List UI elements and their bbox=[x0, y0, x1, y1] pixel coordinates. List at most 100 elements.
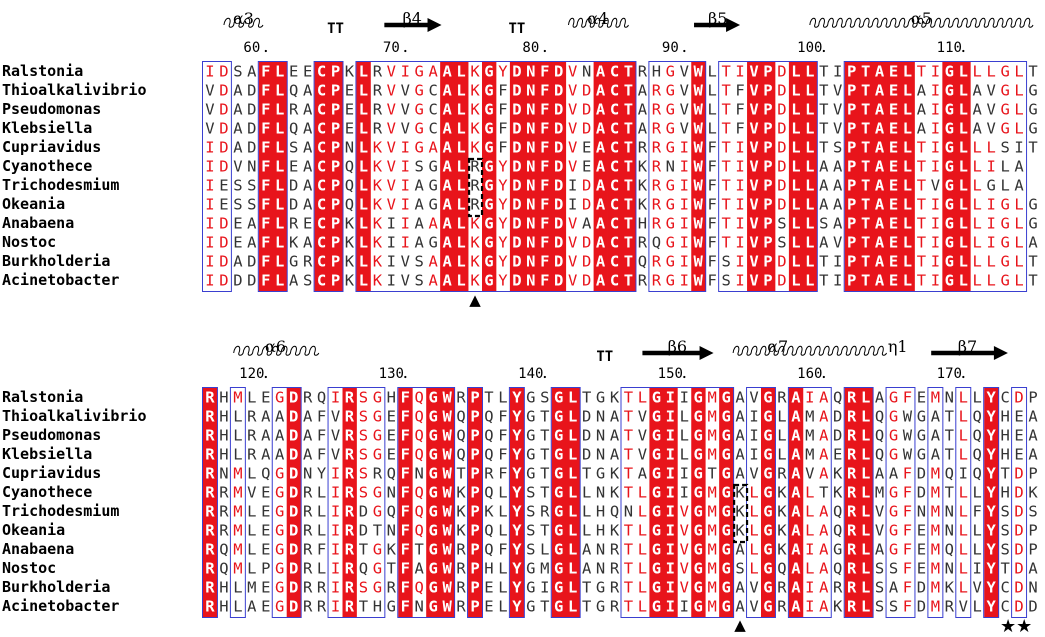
residue: I bbox=[1014, 139, 1023, 157]
tick-dot bbox=[264, 49, 267, 53]
species-label: Nostoc bbox=[2, 559, 56, 577]
residue: F bbox=[261, 234, 270, 252]
residue: G bbox=[429, 234, 438, 252]
residue: M bbox=[931, 389, 940, 407]
residue: G bbox=[945, 120, 954, 138]
residue: A bbox=[261, 446, 271, 464]
residue: I bbox=[735, 234, 744, 252]
residue: G bbox=[526, 579, 535, 597]
residue: P bbox=[261, 560, 270, 578]
residue: A bbox=[303, 139, 313, 157]
residue: L bbox=[987, 253, 996, 271]
residue: Y bbox=[512, 408, 522, 426]
residue: A bbox=[275, 408, 285, 426]
residue: M bbox=[233, 522, 242, 540]
residue: G bbox=[1000, 253, 1009, 271]
residue: Y bbox=[512, 389, 522, 407]
residue: L bbox=[456, 253, 465, 271]
residue: R bbox=[205, 560, 215, 578]
residue: D bbox=[582, 408, 591, 426]
residue: S bbox=[875, 560, 884, 578]
position-number: 130 bbox=[379, 366, 404, 382]
residue: G bbox=[484, 272, 493, 290]
residue: G bbox=[554, 541, 563, 559]
residue: T bbox=[624, 234, 633, 252]
residue: L bbox=[959, 63, 968, 81]
residue: D bbox=[582, 446, 591, 464]
residue: K bbox=[470, 82, 480, 100]
residue: M bbox=[233, 465, 242, 483]
residue: T bbox=[540, 598, 549, 616]
residue: I bbox=[833, 272, 842, 290]
residue: L bbox=[456, 234, 465, 252]
residue: Y bbox=[512, 579, 522, 597]
residue: G bbox=[484, 234, 493, 252]
residue: V bbox=[331, 427, 340, 445]
residue: E bbox=[261, 484, 270, 502]
residue: C bbox=[610, 139, 619, 157]
residue: P bbox=[331, 158, 340, 176]
residue: L bbox=[275, 253, 284, 271]
residue: G bbox=[763, 598, 772, 616]
residue: D bbox=[777, 101, 786, 119]
residue: N bbox=[596, 408, 605, 426]
residue: R bbox=[345, 560, 355, 578]
residue: P bbox=[763, 177, 772, 195]
residue: N bbox=[526, 177, 535, 195]
residue: G bbox=[429, 427, 438, 445]
residue: L bbox=[903, 215, 912, 233]
residue: I bbox=[666, 560, 675, 578]
residue: E bbox=[889, 272, 898, 290]
residue: L bbox=[973, 389, 982, 407]
residue: V bbox=[387, 82, 396, 100]
residue: A bbox=[735, 579, 745, 597]
residue: V bbox=[568, 120, 577, 138]
residue: I bbox=[205, 177, 214, 195]
residue: P bbox=[470, 427, 479, 445]
residue: F bbox=[540, 215, 549, 233]
residue: L bbox=[959, 177, 968, 195]
residue: I bbox=[805, 579, 814, 597]
residue: G bbox=[554, 389, 563, 407]
similarity-box bbox=[843, 61, 1028, 292]
residue: Q bbox=[219, 560, 228, 578]
conserved-column bbox=[482, 62, 497, 291]
residue: A bbox=[875, 234, 885, 252]
residue: I bbox=[331, 465, 340, 483]
residue: R bbox=[847, 522, 857, 540]
residue: A bbox=[875, 158, 885, 176]
residue: V bbox=[401, 120, 410, 138]
residue: D bbox=[512, 253, 521, 271]
similarity-box bbox=[271, 387, 302, 618]
residue: A bbox=[833, 196, 843, 214]
residue: F bbox=[401, 427, 410, 445]
residue: R bbox=[205, 598, 215, 616]
residue: T bbox=[624, 446, 633, 464]
residue: T bbox=[861, 63, 870, 81]
residue: G bbox=[721, 484, 730, 502]
residue: L bbox=[359, 120, 368, 138]
residue: E bbox=[233, 234, 242, 252]
residue: G bbox=[596, 579, 605, 597]
residue: A bbox=[638, 120, 648, 138]
residue: E bbox=[345, 120, 354, 138]
residue: E bbox=[387, 446, 396, 464]
position-number: 80 bbox=[522, 40, 539, 56]
residue: M bbox=[708, 522, 717, 540]
residue: G bbox=[889, 427, 898, 445]
residue: Y bbox=[512, 598, 522, 616]
residue: V bbox=[833, 120, 842, 138]
residue: T bbox=[624, 177, 633, 195]
residue: A bbox=[875, 253, 885, 271]
residue: N bbox=[345, 139, 354, 157]
residue: K bbox=[373, 234, 383, 252]
residue: G bbox=[429, 598, 438, 616]
residue: Q bbox=[484, 522, 493, 540]
residue: K bbox=[833, 598, 843, 616]
residue: G bbox=[415, 120, 424, 138]
residue: Y bbox=[498, 215, 508, 233]
similarity-box bbox=[1011, 387, 1028, 618]
residue: N bbox=[526, 158, 535, 176]
residue: A bbox=[596, 101, 606, 119]
residue: F bbox=[401, 598, 410, 616]
